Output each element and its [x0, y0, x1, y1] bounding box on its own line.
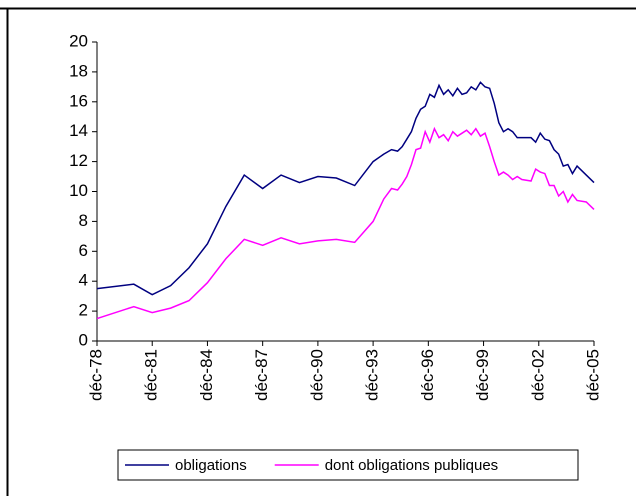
x-tick-label: déc-93 — [363, 349, 382, 401]
x-tick-label: déc-78 — [86, 349, 105, 401]
series-line — [96, 81, 595, 296]
y-tick-label: 18 — [69, 61, 88, 80]
x-tick-label: déc-05 — [583, 349, 602, 401]
x-tick-label: déc-81 — [142, 349, 161, 401]
y-tick-label: 14 — [69, 121, 88, 140]
legend-box — [117, 449, 579, 481]
legend-label: obligations — [175, 457, 247, 474]
y-tick-label: 2 — [79, 301, 88, 320]
x-tick-label: déc-87 — [252, 349, 271, 401]
x-tick-label: déc-02 — [528, 349, 547, 401]
series-line — [96, 126, 595, 320]
y-tick-label: 4 — [79, 271, 88, 290]
legend-label: dont obligations publiques — [325, 457, 498, 474]
x-tick-label: déc-90 — [307, 349, 326, 401]
y-tick-label: 20 — [69, 31, 88, 50]
x-tick-label: déc-96 — [418, 349, 437, 401]
y-tick-label: 6 — [79, 241, 88, 260]
x-tick-label: déc-84 — [197, 349, 216, 401]
y-tick-label: 0 — [79, 330, 88, 349]
x-tick-label: déc-99 — [473, 349, 492, 401]
y-tick-label: 12 — [69, 151, 88, 170]
y-tick-label: 16 — [69, 91, 88, 110]
y-tick-label: 10 — [69, 181, 88, 200]
y-tick-label: 8 — [79, 211, 88, 230]
